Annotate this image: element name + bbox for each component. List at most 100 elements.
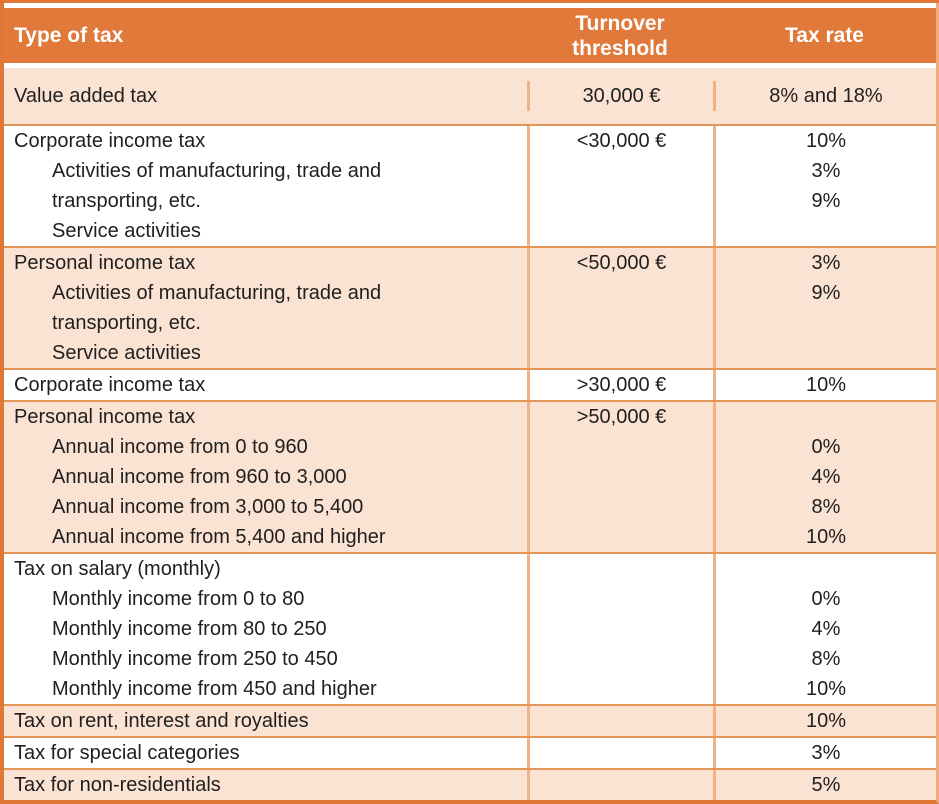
cell-type: Tax on salary (monthly) Monthly income fr…: [4, 554, 527, 704]
cell-line: Service activities: [52, 342, 201, 364]
header-cell-turnover-threshold: Turnover threshold: [527, 11, 713, 61]
cell-type: Tax for non-residentials: [4, 770, 527, 800]
cell-line: transporting, etc.: [52, 312, 201, 334]
table-row: Tax on salary (monthly) Monthly income fr…: [4, 554, 936, 706]
cell-line: [530, 278, 713, 308]
cell-rate: 10% 3% 9%: [713, 126, 936, 246]
table-row: Tax on rent, interest and royalties 10%: [4, 706, 936, 738]
cell-line: [530, 186, 713, 216]
header-threshold-label: threshold: [572, 36, 668, 60]
cell-line: 0%: [811, 588, 841, 610]
cell-line: [530, 644, 713, 674]
cell-line: 10%: [805, 374, 847, 396]
cell-rate: 10%: [713, 370, 936, 400]
cell-line: [530, 674, 713, 704]
cell-threshold: >50,000 €: [527, 402, 713, 552]
header-type-of-tax-label: Type of tax: [14, 23, 124, 47]
cell-line: >30,000 €: [576, 374, 667, 396]
cell-line: [530, 338, 713, 368]
table-row: Tax for special categories 3%: [4, 738, 936, 770]
cell-line: [530, 770, 713, 800]
cell-line: Annual income from 3,000 to 5,400: [52, 496, 364, 518]
cell-rate: 8% and 18%: [713, 81, 936, 111]
cell-line: Service activities: [52, 220, 201, 242]
cell-line: Tax for non-residentials: [14, 774, 221, 796]
table-row: Corporate income tax Activities of manufa…: [4, 126, 936, 248]
table-row: Corporate income tax >30,000 € 10%: [4, 370, 936, 402]
cell-rate: 0% 4% 8% 10%: [713, 402, 936, 552]
cell-threshold: <30,000 €: [527, 126, 713, 246]
cell-rate: 0% 4% 8% 10%: [713, 554, 936, 704]
cell-line: Corporate income tax: [14, 374, 206, 396]
cell-line: 10%: [805, 130, 847, 152]
cell-line: >50,000 €: [576, 406, 667, 428]
cell-line: <30,000 €: [576, 130, 667, 152]
cell-type: Value added tax: [4, 81, 527, 111]
cell-line: Annual income from 0 to 960: [52, 436, 308, 458]
cell-line: <50,000 €: [576, 252, 667, 274]
cell-line: [530, 156, 713, 186]
cell-line: 3%: [811, 742, 841, 764]
cell-line: 9%: [811, 282, 841, 304]
cell-line: [530, 554, 713, 584]
cell-type: Corporate income tax: [4, 370, 527, 400]
cell-line: 3%: [811, 252, 841, 274]
cell-line: 8%: [811, 648, 841, 670]
cell-line: Monthly income from 250 to 450: [52, 648, 338, 670]
cell-type: Tax for special categories: [4, 738, 527, 768]
cell-line: Annual income from 960 to 3,000: [52, 466, 347, 488]
cell-line: 5%: [811, 774, 841, 796]
cell-threshold: [527, 706, 713, 736]
cell-threshold: [527, 554, 713, 704]
cell-threshold: 30,000 €: [527, 81, 713, 111]
cell-threshold: [527, 770, 713, 800]
cell-line: Activities of manufacturing, trade and: [52, 160, 382, 182]
cell-threshold: [527, 738, 713, 768]
cell-line: [716, 308, 936, 338]
cell-line: 30,000 €: [582, 85, 661, 107]
cell-line: [716, 216, 936, 246]
cell-line: Personal income tax: [14, 406, 196, 428]
header-cell-tax-rate: Tax rate: [713, 24, 936, 48]
cell-line: [716, 554, 936, 584]
table-header-row: Type of tax Turnover threshold Tax rate: [4, 8, 936, 63]
cell-line: transporting, etc.: [52, 190, 201, 212]
cell-line: 4%: [811, 466, 841, 488]
cell-type: Personal income tax Annual income from 0 …: [4, 402, 527, 552]
header-cell-type-of-tax: Type of tax: [4, 24, 527, 48]
cell-line: [530, 706, 713, 736]
table-row: Personal income tax Annual income from 0 …: [4, 402, 936, 554]
cell-rate: 5%: [713, 770, 936, 800]
cell-threshold: <50,000 €: [527, 248, 713, 368]
header-bottom-gap: [4, 63, 936, 68]
cell-line: 4%: [811, 618, 841, 640]
cell-threshold: >30,000 €: [527, 370, 713, 400]
cell-line: Annual income from 5,400 and higher: [52, 526, 386, 548]
cell-line: Monthly income from 80 to 250: [52, 618, 327, 640]
cell-line: 3%: [811, 160, 841, 182]
cell-line: 8% and 18%: [769, 85, 883, 107]
cell-type: Personal income tax Activities of manufac…: [4, 248, 527, 368]
cell-line: [530, 738, 713, 768]
cell-line: 9%: [811, 190, 841, 212]
cell-line: [530, 614, 713, 644]
cell-line: [530, 216, 713, 246]
cell-type: Corporate income tax Activities of manufa…: [4, 126, 527, 246]
cell-rate: 3%: [713, 738, 936, 768]
cell-line: [530, 432, 713, 462]
cell-line: 10%: [805, 710, 847, 732]
cell-line: [530, 308, 713, 338]
cell-line: Tax on salary (monthly): [14, 558, 221, 580]
cell-line: 8%: [811, 496, 841, 518]
cell-line: [530, 584, 713, 614]
table-row: Value added tax 30,000 € 8% and 18%: [4, 68, 936, 126]
cell-line: Corporate income tax: [14, 130, 206, 152]
cell-line: Activities of manufacturing, trade and: [52, 282, 382, 304]
table-row: Personal income tax Activities of manufac…: [4, 248, 936, 370]
cell-line: Tax on rent, interest and royalties: [14, 710, 309, 732]
header-top-gap: [4, 3, 936, 8]
header-tax-rate-label: Tax rate: [785, 23, 864, 47]
table-row: Tax for non-residentials 5%: [4, 770, 936, 800]
cell-rate: 3% 9%: [713, 248, 936, 368]
